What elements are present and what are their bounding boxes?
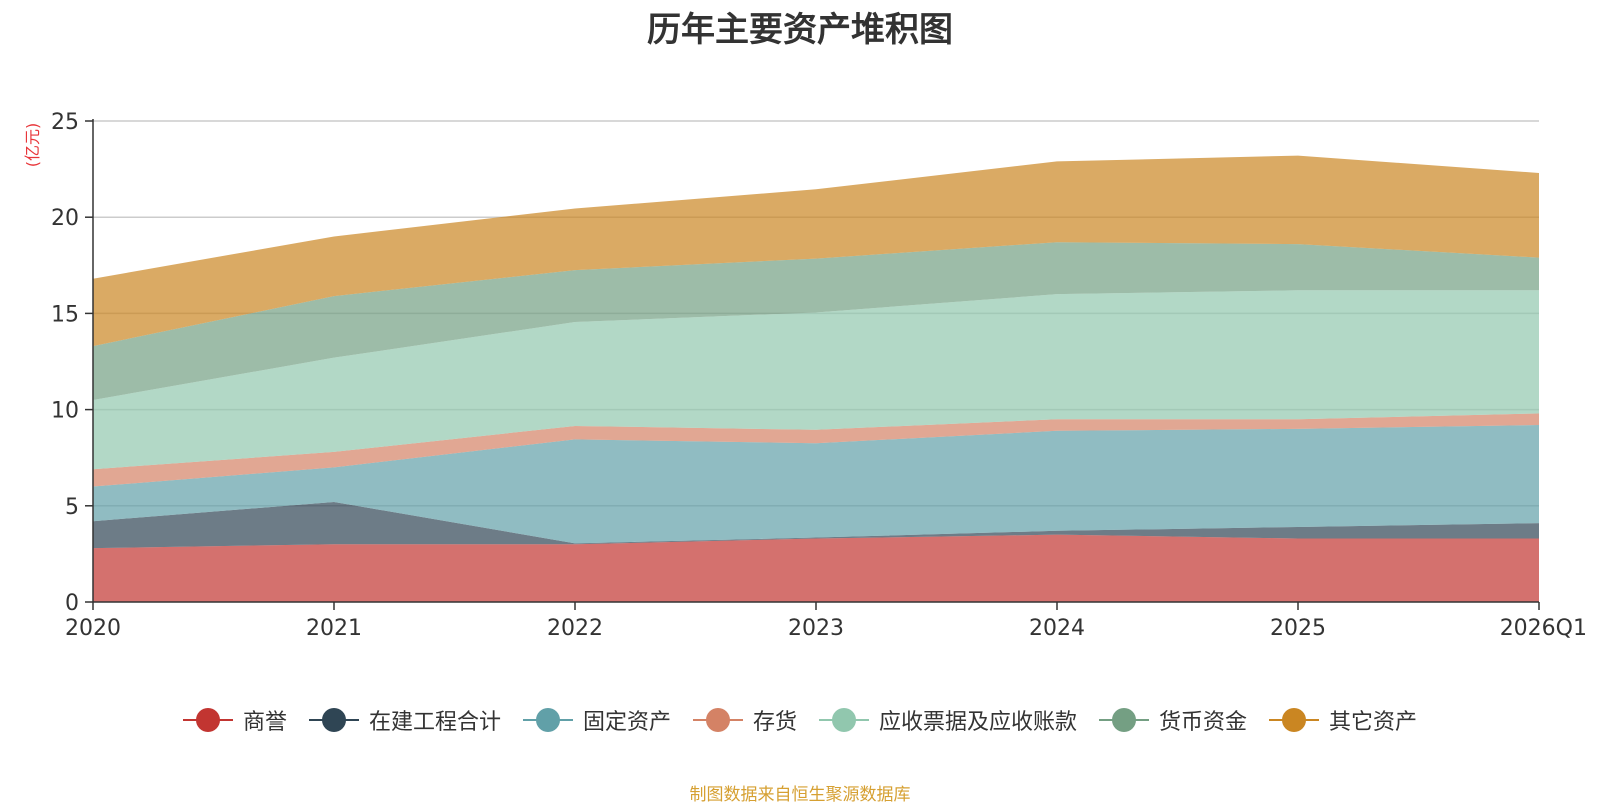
legend-marker-icon <box>182 706 233 734</box>
legend-marker-icon <box>692 706 743 734</box>
area-series-4 <box>93 290 1539 470</box>
legend-label: 其它资产 <box>1329 710 1418 735</box>
area-series-5 <box>93 242 1539 400</box>
area-series-3 <box>93 413 1539 487</box>
x-tick-label: 2025 <box>1270 616 1326 641</box>
legend-item[interactable]: 其它资产 <box>1269 704 1417 736</box>
legend-marker-icon <box>819 706 869 734</box>
y-tick-label: 0 <box>65 591 79 616</box>
x-tick-label: 2023 <box>788 616 844 641</box>
legend-label: 商誉 <box>242 710 287 735</box>
legend-item[interactable]: 存货 <box>692 704 797 736</box>
legend-item[interactable]: 在建工程合计 <box>308 704 501 736</box>
legend-marker-icon <box>1099 706 1150 734</box>
legend-item[interactable]: 货币资金 <box>1099 704 1247 736</box>
y-axis-label: (亿元) <box>23 123 42 168</box>
legend-label: 应收票据及应收账款 <box>879 710 1078 735</box>
legend-item[interactable]: 应收票据及应收账款 <box>819 704 1077 736</box>
legend-item[interactable]: 商誉 <box>182 704 287 736</box>
area-series-2 <box>93 424 1539 544</box>
x-tick-label: 2026Q1 <box>1500 616 1587 641</box>
legend-label: 货币资金 <box>1159 710 1248 735</box>
legend-label: 存货 <box>752 710 797 735</box>
y-tick-label: 20 <box>51 206 79 231</box>
legend: 商誉 在建工程合计 固定资产 存货 应收票据及应收账款 货币资金 其它资产 <box>0 704 1600 736</box>
x-tick-label: 2021 <box>306 616 362 641</box>
legend-item[interactable]: 固定资产 <box>522 704 671 736</box>
y-tick-label: 25 <box>51 110 79 135</box>
area-series-0 <box>93 534 1539 602</box>
legend-label: 固定资产 <box>582 710 671 735</box>
x-tick-label: 2022 <box>547 616 603 641</box>
legend-marker-icon <box>308 706 359 734</box>
chart-title: 历年主要资产堆积图 <box>647 10 953 50</box>
area-series-1 <box>93 501 1539 549</box>
legend-label: 在建工程合计 <box>368 710 501 735</box>
source-note: 制图数据来自恒生聚源数据库 <box>689 785 911 805</box>
x-tick-label: 2024 <box>1029 616 1085 641</box>
y-tick-label: 5 <box>65 495 79 520</box>
area-series-6 <box>93 155 1539 347</box>
x-tick-label: 2020 <box>65 616 121 641</box>
y-tick-label: 15 <box>51 302 79 327</box>
legend-marker-icon <box>1269 706 1320 734</box>
y-tick-label: 10 <box>51 399 79 424</box>
area-layer <box>93 155 1539 602</box>
legend-marker-icon <box>522 706 573 734</box>
